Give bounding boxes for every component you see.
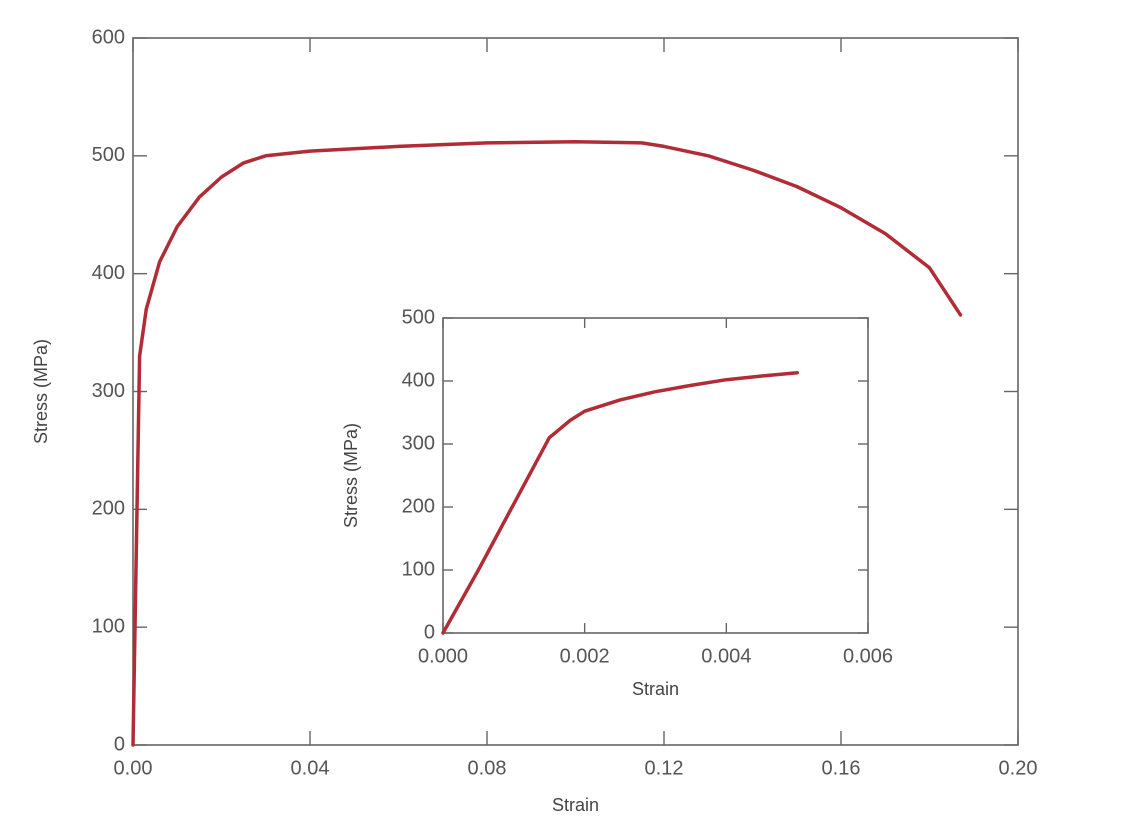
- x-tick-label: 0.002: [560, 645, 610, 667]
- x-tick-label: 0.20: [999, 757, 1038, 779]
- x-tick-label: 0.006: [843, 645, 893, 667]
- x-tick-label: 0.000: [418, 645, 468, 667]
- y-tick-label: 0: [424, 621, 435, 643]
- x-tick-label: 0.04: [291, 757, 330, 779]
- y-tick-label: 300: [402, 432, 435, 454]
- y-tick-label: 600: [92, 26, 125, 48]
- y-tick-label: 400: [92, 262, 125, 284]
- x-tick-label: 0.004: [701, 645, 751, 667]
- y-tick-label: 0: [114, 733, 125, 755]
- x-axis-label: Strain: [632, 679, 679, 699]
- x-tick-label: 0.16: [822, 757, 861, 779]
- y-axis-label: Stress (MPa): [341, 423, 361, 528]
- y-axis-label: Stress (MPa): [31, 339, 51, 444]
- plot-frame: [442, 317, 869, 634]
- stress-strain-curve: [441, 371, 799, 635]
- x-tick-label: 0.08: [468, 757, 507, 779]
- y-tick-label: 100: [92, 615, 125, 637]
- y-tick-label: 500: [402, 306, 435, 328]
- x-axis-label: Strain: [552, 795, 599, 815]
- y-tick-label: 500: [92, 144, 125, 166]
- x-tick-label: 0.12: [645, 757, 684, 779]
- y-tick-label: 300: [92, 380, 125, 402]
- stress-strain-curve: [131, 139, 963, 747]
- y-tick-label: 400: [402, 369, 435, 391]
- y-tick-label: 200: [402, 495, 435, 517]
- y-tick-label: 200: [92, 498, 125, 520]
- x-tick-label: 0.00: [114, 757, 153, 779]
- y-tick-label: 100: [402, 558, 435, 580]
